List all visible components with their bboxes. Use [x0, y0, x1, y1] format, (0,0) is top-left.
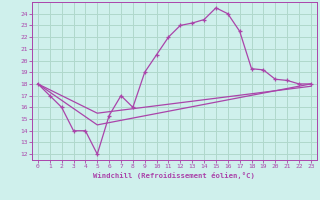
X-axis label: Windchill (Refroidissement éolien,°C): Windchill (Refroidissement éolien,°C): [93, 172, 255, 179]
